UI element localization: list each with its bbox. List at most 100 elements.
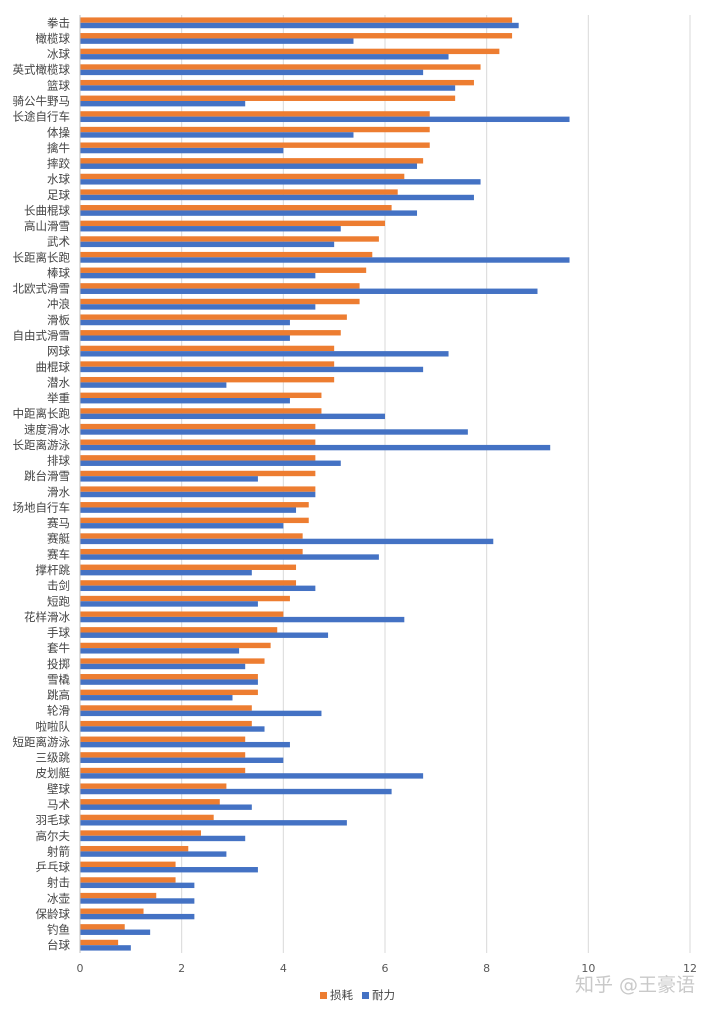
bar-loss <box>80 189 398 195</box>
category-label: 三级跳 <box>36 751 71 765</box>
bar-loss <box>80 861 176 868</box>
bar-loss <box>80 236 379 242</box>
bar-loss <box>80 220 385 227</box>
category-label: 擒牛 <box>47 141 70 155</box>
bar-loss <box>80 298 360 305</box>
bar-loss <box>80 392 322 399</box>
bar-endurance <box>80 726 265 732</box>
category-label: 花样滑冰 <box>24 610 70 624</box>
bar-loss <box>80 95 456 101</box>
bar-loss <box>80 267 367 273</box>
bar-endurance <box>80 851 227 857</box>
bar-endurance <box>80 663 246 670</box>
category-label: 体操 <box>47 125 70 139</box>
bar-endurance <box>80 382 227 388</box>
bar-endurance <box>80 554 379 560</box>
category-label: 滑水 <box>47 485 70 499</box>
category-label: 高山滑雪 <box>24 219 70 233</box>
category-label: 潜水 <box>47 375 70 389</box>
bar-loss <box>80 548 303 555</box>
watermark-text: 知乎 @王豪语 <box>575 974 695 996</box>
bar-loss <box>80 111 430 117</box>
category-label: 台球 <box>47 938 70 952</box>
category-label: 钓鱼 <box>47 923 70 937</box>
bar-endurance <box>80 413 385 420</box>
category-label: 长距离长跑 <box>13 250 71 264</box>
bar-loss <box>80 908 144 914</box>
bar-endurance <box>80 648 240 654</box>
bar-endurance <box>80 679 258 685</box>
x-tick-label: 12 <box>683 962 697 975</box>
category-label: 壁球 <box>47 782 70 796</box>
category-label: 排球 <box>47 454 70 468</box>
category-label: 高尔夫 <box>36 829 71 843</box>
bar-endurance <box>80 585 316 592</box>
bar-loss <box>80 705 252 711</box>
bar-endurance <box>80 22 519 29</box>
category-label: 雪橇 <box>47 672 70 686</box>
category-label: 赛艇 <box>47 532 70 546</box>
bar-endurance <box>80 945 131 951</box>
bar-endurance <box>80 38 354 44</box>
category-label: 篮球 <box>47 78 70 92</box>
bar-loss <box>80 767 246 774</box>
bar-loss <box>80 611 284 617</box>
bar-endurance <box>80 319 290 326</box>
category-label: 棒球 <box>47 266 70 280</box>
category-label: 冰球 <box>47 47 70 61</box>
bar-loss <box>80 345 335 352</box>
bar-endurance <box>80 616 405 623</box>
bar-loss <box>80 455 316 461</box>
bar-endurance <box>80 398 290 404</box>
category-label: 橄榄球 <box>36 31 71 45</box>
bar-endurance <box>80 601 258 607</box>
bar-endurance <box>80 569 252 576</box>
bar-loss <box>80 314 347 320</box>
bar-loss <box>80 330 341 336</box>
category-label: 滑板 <box>47 313 70 327</box>
bar-loss <box>80 439 316 445</box>
bar-endurance <box>80 226 341 232</box>
category-label: 长途自行车 <box>13 110 71 124</box>
bar-loss <box>80 376 335 383</box>
bar-loss <box>80 939 119 946</box>
bar-endurance <box>80 241 335 248</box>
bar-loss <box>80 502 309 508</box>
category-label: 皮划艇 <box>36 766 71 780</box>
bar-loss <box>80 564 297 570</box>
bar-endurance <box>80 632 329 638</box>
category-label: 长曲棍球 <box>24 203 70 217</box>
category-label: 短跑 <box>47 594 70 608</box>
bar-loss <box>80 674 258 680</box>
category-label: 自由式滑雪 <box>13 328 71 342</box>
bar-endurance <box>80 491 316 498</box>
category-label: 击剑 <box>47 579 70 593</box>
bar-endurance <box>80 304 316 310</box>
x-tick-label: 8 <box>483 962 490 975</box>
bar-loss <box>80 205 392 211</box>
category-label: 北欧式滑雪 <box>13 282 71 296</box>
bar-loss <box>80 283 360 289</box>
category-label: 套牛 <box>47 641 70 655</box>
bar-endurance <box>80 913 195 920</box>
bar-endurance <box>80 163 418 169</box>
category-label: 长距离游泳 <box>13 438 71 452</box>
category-label: 武术 <box>47 235 70 249</box>
x-tick-label: 2 <box>178 962 185 975</box>
bar-loss <box>80 845 189 852</box>
bar-loss <box>80 627 278 633</box>
category-label: 撑杆跳 <box>36 563 71 577</box>
category-label: 轮滑 <box>47 704 70 718</box>
legend-label: 耐力 <box>372 988 395 1002</box>
bar-endurance <box>80 835 246 842</box>
bar-endurance <box>80 429 468 435</box>
bar-endurance <box>80 820 347 826</box>
x-tick-label: 4 <box>280 962 287 975</box>
bar-endurance <box>80 272 316 279</box>
bar-loss <box>80 33 513 39</box>
bar-endurance <box>80 898 195 904</box>
category-label: 投掷 <box>47 657 70 671</box>
bar-loss <box>80 814 214 821</box>
bar-endurance <box>80 85 456 91</box>
bar-endurance <box>80 804 252 810</box>
